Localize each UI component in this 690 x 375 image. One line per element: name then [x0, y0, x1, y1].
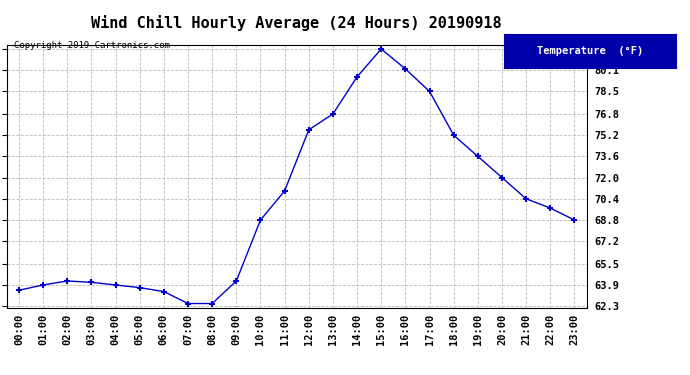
Text: Wind Chill Hourly Average (24 Hours) 20190918: Wind Chill Hourly Average (24 Hours) 201… — [91, 15, 502, 31]
Text: Temperature  (°F): Temperature (°F) — [537, 46, 643, 56]
Text: Copyright 2019 Cartronics.com: Copyright 2019 Cartronics.com — [14, 41, 170, 50]
